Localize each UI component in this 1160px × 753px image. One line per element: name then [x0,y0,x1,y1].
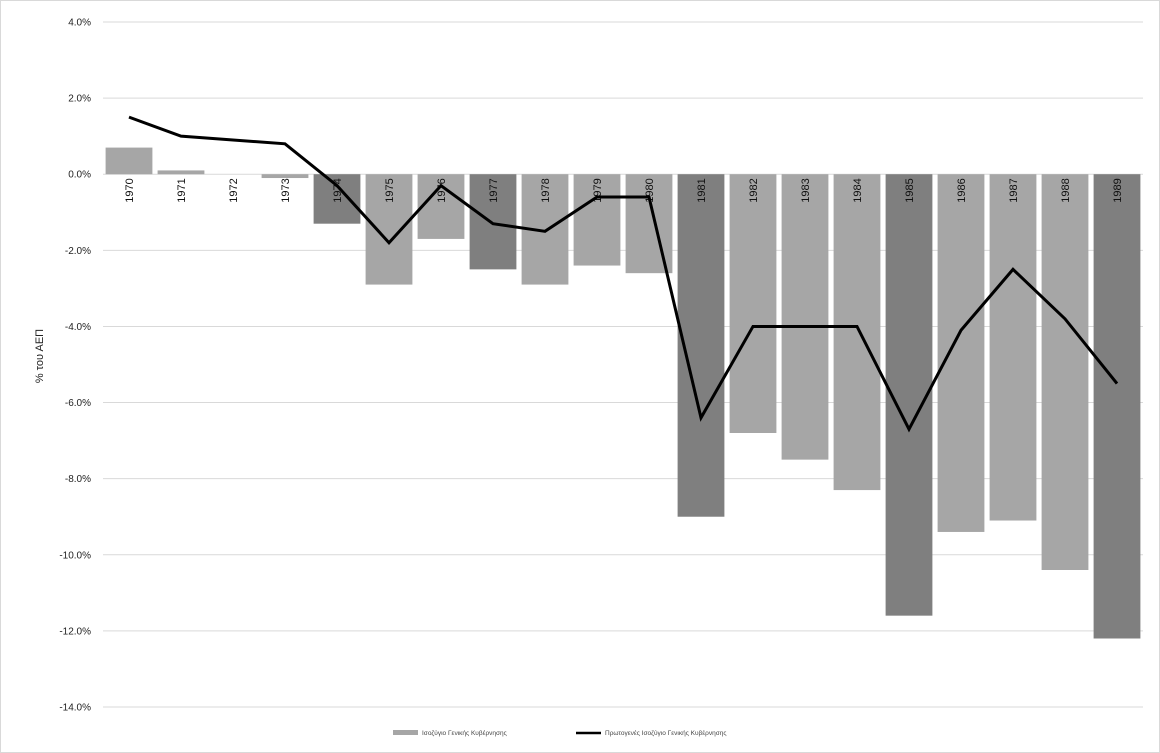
category-label-1978: 1978 [540,178,552,202]
line-path [128,115,1119,433]
category-label-1975: 1975 [384,178,396,202]
bar-1982 [729,174,777,433]
bar-1975 [365,174,413,285]
category-label-1981: 1981 [696,178,708,202]
category-label-1989: 1989 [1112,178,1124,202]
bar-1973 [261,174,309,179]
category-label-1987: 1987 [1008,178,1020,202]
category-label-1983: 1983 [800,178,812,202]
category-label-1973: 1973 [280,178,292,202]
y-tick-label: 0.0% [68,170,91,181]
legend-label-line: Πρωτογενές Ισοζύγιο Γενικής Κυβέρνησης [605,729,727,737]
category-label-1982: 1982 [748,178,760,202]
legend-swatch-bar [393,730,418,735]
bar-1977 [469,174,517,270]
line-series [128,115,1119,433]
bar-1983 [781,174,829,460]
y-tick-label: -8.0% [65,474,91,485]
category-label-1984: 1984 [852,178,864,202]
bar-1971 [157,170,205,175]
bar-1986 [937,174,985,532]
y-tick-label: -14.0% [59,703,91,714]
y-tick-label: 4.0% [68,18,91,29]
bar-1984 [833,174,881,491]
y-tick-labels: 4.0% 2.0% 0.0% -2.0% -4.0% -6.0% -8.0% -10.0% -1… [59,18,91,714]
category-label-1970: 1970 [124,178,136,202]
category-label-1972: 1972 [228,178,240,202]
bar-1979 [573,174,621,266]
bar-1989 [1093,174,1141,639]
y-tick-label: -12.0% [59,626,91,637]
y-tick-label: -10.0% [59,550,91,561]
bar-1974 [313,174,361,224]
legend: Ισοζύγιο Γενικής Κυβέρνησης Πρωτογενές Ι… [393,729,727,737]
category-label-1988: 1988 [1060,178,1072,202]
y-tick-label: 2.0% [68,94,91,105]
y-tick-label: -2.0% [65,246,91,257]
bar-1987 [989,174,1037,521]
category-label-1977: 1977 [488,178,500,202]
y-axis-title: % του ΑΕΠ [34,329,46,383]
bar-series [105,147,1141,639]
category-label-1971: 1971 [176,178,188,202]
legend-label-bar: Ισοζύγιο Γενικής Κυβέρνησης [422,729,507,737]
y-tick-label: -6.0% [65,398,91,409]
category-label-1976: 1976 [436,178,448,202]
category-labels: 1970 1971 1972 1973 1974 1975 1976 1977 1978 1979… [124,178,1124,202]
y-tick-label: -4.0% [65,322,91,333]
bar-1970 [105,147,153,175]
bar-1980 [625,174,673,274]
bar-1988 [1041,174,1089,570]
category-label-1986: 1986 [956,178,968,202]
category-label-1985: 1985 [904,178,916,202]
bar-1985 [885,174,933,616]
